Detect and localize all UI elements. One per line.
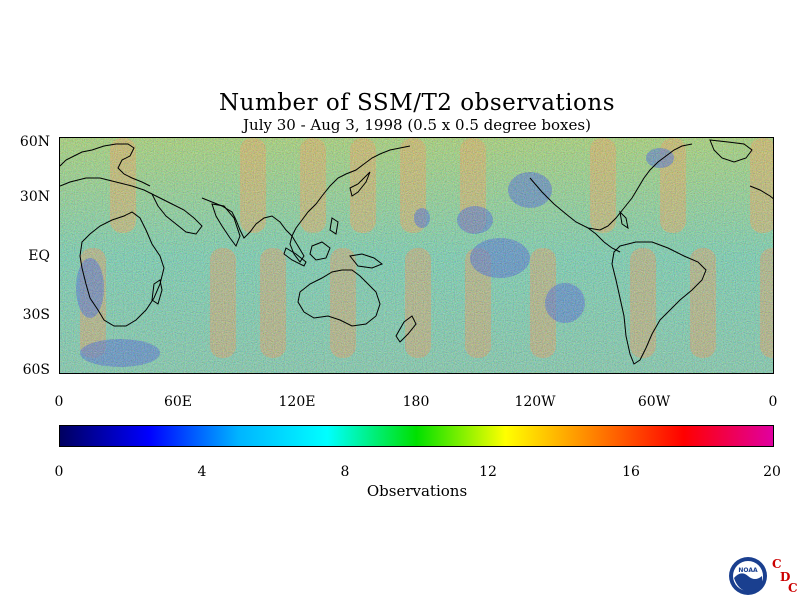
coastline-greenland [709, 139, 753, 163]
lat-label-30n: 30N [19, 189, 50, 205]
coastline-central-america [587, 227, 621, 253]
coastline-new-zealand [395, 315, 417, 343]
coastline-philippines [329, 217, 339, 235]
chart-title: Number of SSM/T2 observations [219, 90, 615, 116]
coastline-west-africa [749, 185, 773, 200]
coastline-north-africa [60, 177, 153, 195]
coastlines [60, 139, 773, 365]
colorbar-title: Observations [366, 482, 468, 500]
lon-label-60w: 60W [637, 394, 671, 410]
coastline-south-america [611, 241, 707, 365]
coastline-borneo [309, 241, 331, 261]
noaa-cdc-logo: NOAA C D C [728, 554, 798, 598]
colorbar-tick-0: 0 [54, 464, 64, 480]
noaa-logo-text: NOAA [738, 567, 758, 574]
coastline-north-america [529, 143, 693, 231]
heatmap-canvas [60, 138, 773, 373]
coastline-asia [201, 145, 411, 239]
lon-label-180: 180 [402, 394, 430, 410]
coastline-madagascar [151, 279, 163, 305]
lon-label-0-east: 0 [768, 394, 778, 410]
coastline-southeast-asia [289, 234, 305, 263]
lon-label-120w: 120W [514, 394, 556, 410]
lon-label-120e: 120E [278, 394, 316, 410]
cdc-letter-c: C [772, 557, 782, 571]
cdc-letter-c2: C [788, 581, 798, 595]
colorbar-tick-16: 16 [622, 464, 640, 480]
coastline-australia [297, 269, 381, 327]
coastline-new-guinea [349, 253, 384, 269]
lon-label-60e: 60E [163, 394, 193, 410]
coastline-africa [79, 211, 165, 327]
lat-label-30s: 30S [22, 307, 50, 323]
lat-label-60s: 60S [22, 362, 50, 378]
noaa-logo-wave [734, 573, 762, 592]
coastline-florida [619, 210, 629, 230]
map-panel [59, 137, 774, 374]
colorbar-tick-20: 20 [763, 464, 781, 480]
lat-label-60n: 60N [19, 134, 50, 150]
colorbar-tick-12: 12 [479, 464, 497, 480]
cdc-letter-d: D [780, 570, 790, 584]
colorbar [59, 425, 774, 447]
colorbar-tick-4: 4 [197, 464, 207, 480]
lat-label-eq: EQ [28, 248, 50, 264]
coastline-india [211, 203, 241, 248]
coastline-arabia [150, 192, 203, 235]
chart-subtitle: July 30 - Aug 3, 1998 (0.5 x 0.5 degree … [243, 116, 591, 134]
heatmap-noise [60, 138, 773, 373]
coastline-sumatra [283, 247, 307, 267]
lon-label-0: 0 [54, 394, 64, 410]
coastline-japan [349, 171, 371, 197]
coastline-europe [60, 143, 151, 187]
colorbar-tick-8: 8 [340, 464, 350, 480]
